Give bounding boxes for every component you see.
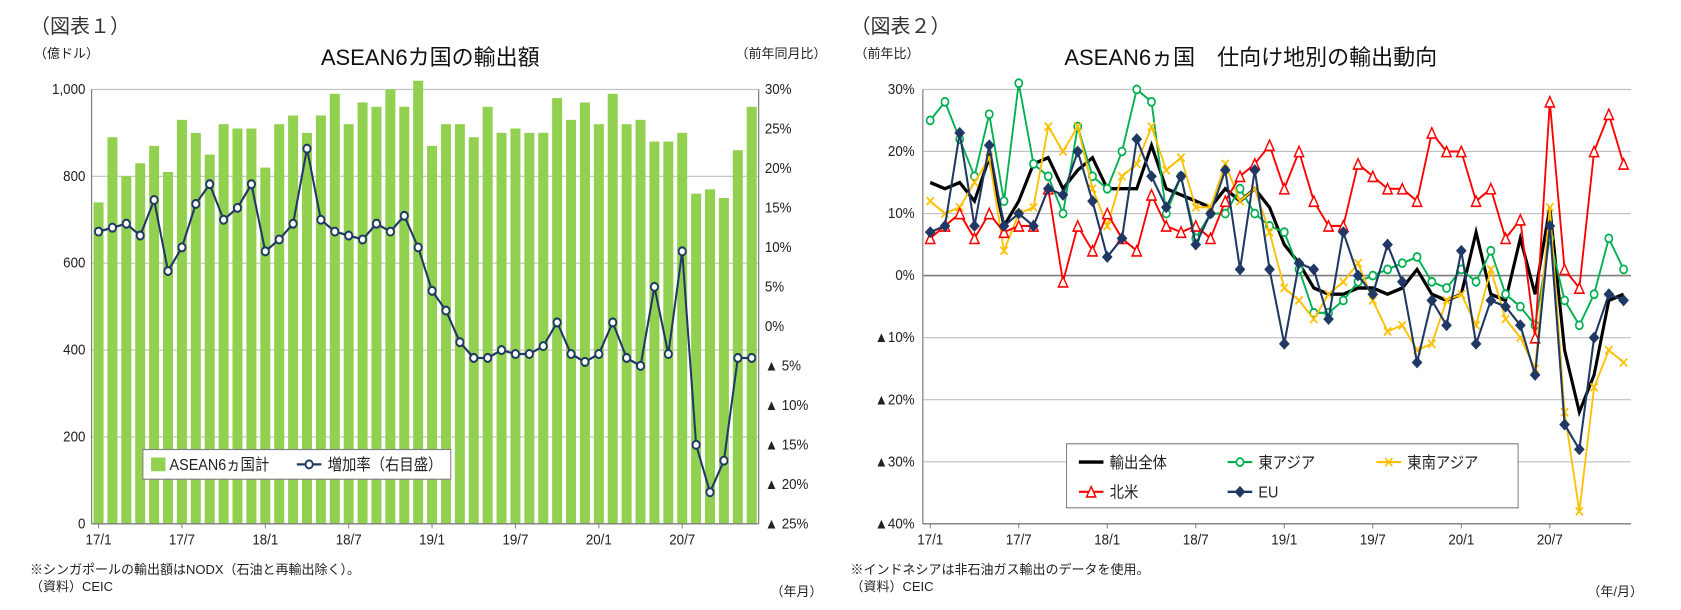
svg-text:19/1: 19/1: [1271, 531, 1297, 548]
chart2-footnote1: ※インドネシアは非石油ガス輸出のデータを使用。: [851, 562, 1652, 579]
chart2-area: 30% 20% 10% 0% ▲10% ▲20% ▲30% ▲40%17/1 17/7 18/1 1…: [851, 78, 1652, 558]
svg-text:▲20%: ▲20%: [874, 391, 914, 408]
svg-text:▲10%: ▲10%: [874, 329, 914, 346]
svg-text:400: 400: [63, 341, 85, 358]
svg-text:増加率（右目盛）: 増加率（右目盛）: [328, 456, 443, 474]
chart2-fig-label: （図表２）: [851, 10, 1652, 39]
chart1-title: ASEAN6カ国の輸出額: [30, 40, 831, 72]
chart1-area: 0 200 400 600 800 1,000 30% 25% 20% 15% 10% 5% 0% ▲ 5…: [30, 78, 831, 558]
svg-text:0%: 0%: [765, 317, 785, 334]
svg-text:北米: 北米: [1109, 484, 1138, 502]
svg-text:▲40%: ▲40%: [874, 515, 914, 532]
svg-text:600: 600: [63, 254, 85, 271]
svg-text:ASEAN6ヵ国計: ASEAN6ヵ国計: [170, 456, 270, 474]
chart1-x-unit: （年月）: [770, 581, 830, 600]
svg-text:20/1: 20/1: [586, 531, 612, 548]
svg-text:東南アジア: 東南アジア: [1407, 454, 1478, 472]
svg-text:19/1: 19/1: [419, 531, 445, 548]
svg-text:17/1: 17/1: [86, 531, 112, 548]
svg-text:18/1: 18/1: [1094, 531, 1120, 548]
svg-text:▲30%: ▲30%: [874, 453, 914, 470]
svg-text:10%: 10%: [765, 238, 792, 255]
svg-text:17/1: 17/1: [917, 531, 943, 548]
svg-text:▲ 10%: ▲ 10%: [765, 396, 809, 413]
svg-text:15%: 15%: [765, 199, 792, 216]
svg-text:5%: 5%: [765, 278, 785, 295]
chart1-panel: （図表１） （億ドル） （前年同月比） ASEAN6カ国の輸出額 0200400…: [30, 10, 831, 600]
svg-text:20%: 20%: [765, 159, 792, 176]
svg-text:10%: 10%: [887, 204, 914, 221]
svg-text:19/7: 19/7: [502, 531, 528, 548]
svg-text:20/1: 20/1: [1448, 531, 1474, 548]
chart2-x-unit: （年/月）: [1587, 581, 1651, 600]
svg-text:0: 0: [78, 515, 86, 532]
svg-text:20%: 20%: [887, 142, 914, 159]
svg-text:800: 800: [63, 167, 85, 184]
svg-text:▲ 20%: ▲ 20%: [765, 475, 809, 492]
svg-text:東アジア: 東アジア: [1258, 454, 1315, 472]
svg-text:EU: EU: [1258, 484, 1278, 502]
chart1-footnote1: ※シンガポールの輸出額はNODX（石油と再輸出除く）。: [30, 562, 831, 579]
svg-text:30%: 30%: [887, 80, 914, 97]
svg-text:20/7: 20/7: [1536, 531, 1562, 548]
svg-text:200: 200: [63, 428, 85, 445]
svg-text:18/7: 18/7: [1182, 531, 1208, 548]
svg-text:19/7: 19/7: [1359, 531, 1385, 548]
svg-text:17/7: 17/7: [169, 531, 195, 548]
chart1-footnote2: （資料）CEIC: [30, 579, 113, 600]
svg-text:▲ 5%: ▲ 5%: [765, 357, 802, 374]
svg-text:0%: 0%: [895, 266, 915, 283]
svg-text:▲ 15%: ▲ 15%: [765, 436, 809, 453]
svg-text:17/7: 17/7: [1005, 531, 1031, 548]
chart2-panel: （図表２） （前年比） ASEAN6ヵ国 仕向け地別の輸出動向 30%20%10…: [851, 10, 1652, 600]
svg-text:18/1: 18/1: [252, 531, 278, 548]
chart2-svg: 30% 20% 10% 0% ▲10% ▲20% ▲30% ▲40%17/1 17/7 18/1 1…: [851, 78, 1652, 558]
chart1-svg: 0 200 400 600 800 1,000 30% 25% 20% 15% 10% 5% 0% ▲ 5…: [30, 78, 831, 558]
svg-text:1,000: 1,000: [52, 80, 86, 97]
svg-text:18/7: 18/7: [336, 531, 362, 548]
chart1-fig-label: （図表１）: [30, 10, 831, 39]
svg-text:▲ 25%: ▲ 25%: [765, 515, 809, 532]
chart2-title: ASEAN6ヵ国 仕向け地別の輸出動向: [851, 40, 1652, 72]
svg-text:30%: 30%: [765, 80, 792, 97]
chart2-footnote2: （資料）CEIC: [851, 579, 934, 600]
svg-text:25%: 25%: [765, 120, 792, 137]
svg-text:20/7: 20/7: [669, 531, 695, 548]
svg-text:輸出全体: 輸出全体: [1109, 453, 1166, 472]
